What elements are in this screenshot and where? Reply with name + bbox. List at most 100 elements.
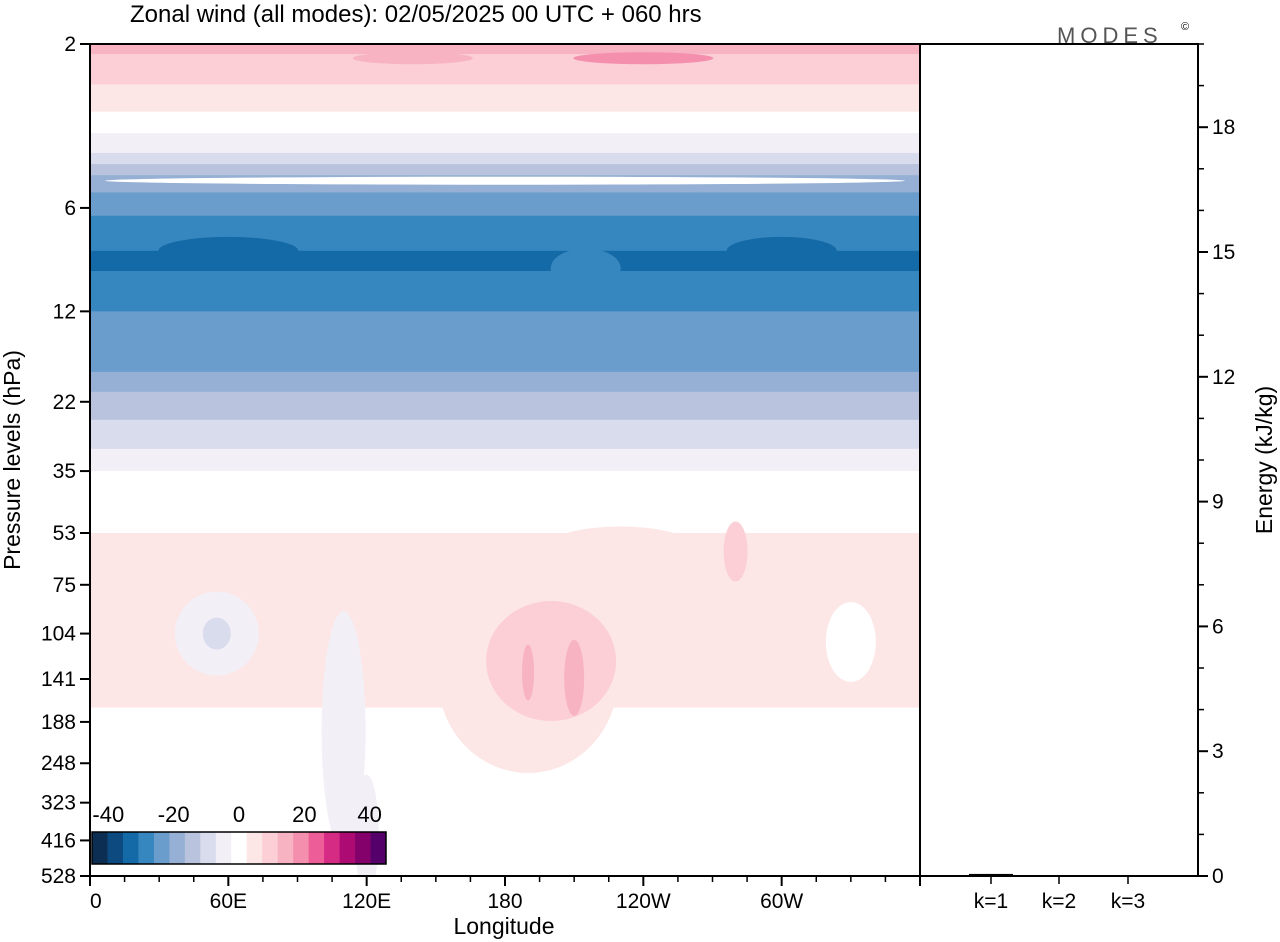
heatmap-feature [158,236,299,265]
heatmap-band [90,351,920,363]
colorbar-swatch [308,832,325,864]
colorbar-swatch [138,832,155,864]
y-tick-label: 416 [41,829,76,852]
heatmap-band [90,164,920,171]
y-tick-label: 528 [41,865,76,888]
y-tick-label: 141 [41,668,76,691]
x-tick-label: 60W [760,890,803,913]
energy-bar [1106,875,1150,877]
colorbar-swatch [92,832,108,864]
heatmap-feature [321,611,366,852]
energy-category-label: k=1 [974,890,1008,913]
colorbar-tick-label: 20 [292,802,316,827]
heatmap-feature [723,521,748,582]
heatmap-band [90,827,920,835]
heatmap-band [90,54,920,65]
heatmap-band [90,321,920,333]
copyright-mark: © [1181,21,1189,33]
heatmap-feature [564,639,585,716]
heatmap-band [90,789,920,797]
y-tick-label: 53 [53,522,76,545]
energy-category-label: k=3 [1111,890,1145,913]
heatmap-band [90,821,920,829]
colorbar-swatch [324,832,340,864]
heatmap-band [90,576,920,586]
heatmap-band [90,425,920,433]
colorbar-swatch [215,832,232,864]
heatmap-band [90,169,920,176]
energy-tick-label: 3 [1212,740,1224,763]
heatmap-band [90,301,920,312]
heatmap-band [90,125,920,134]
heatmap-band [90,443,920,450]
heatmap-band [90,361,920,373]
colorbar-tick-label: 40 [357,802,381,827]
heatmap-feature [486,601,617,722]
heatmap-band [90,396,920,403]
heatmap-band [90,204,920,217]
colorbar: -40 -20 0 20 40 [91,802,387,865]
energy-panel-frame [919,43,1199,877]
energy-y-axis: 0 3 6 9 12 15 18 [1198,43,1235,888]
y-tick-label: 2 [64,33,76,56]
heatmap-band [90,567,920,577]
heatmap-band [90,541,920,551]
energy-tick-label: 15 [1212,241,1235,264]
heatmap-band [90,44,920,55]
heatmap-band [90,769,920,777]
heatmap-band [90,532,920,543]
colorbar-swatch [370,832,387,864]
heatmap-band [90,481,920,493]
colorbar-swatch [153,832,170,864]
heatmap-band [90,407,920,415]
heatmap-band [90,776,920,784]
heatmap-band [90,152,920,160]
heatmap-band [90,215,920,229]
heatmap-feature [573,52,714,65]
colorbar-swatch [200,832,217,864]
colorbar-frame [91,831,387,865]
colorbar-swatch [277,832,294,864]
heatmap-feature [550,248,621,289]
energy-tick-label: 0 [1212,865,1224,888]
chart-title: Zonal wind (all modes): 02/05/2025 00 UT… [130,1,702,28]
heatmap-band [90,260,920,272]
x-tick-label: 0 [90,890,102,913]
heatmap-band [90,140,920,149]
heatmap-band [90,376,920,383]
heatmap-band [90,118,920,127]
heatmap-band [90,147,920,154]
colorbar-swatch [262,832,279,864]
heatmap-features [105,52,905,876]
heatmap-feature [202,617,231,650]
heatmap-band [90,558,920,569]
colorbar-swatch [231,832,248,864]
colorbar-swatch [293,832,310,864]
energy-bars: k=1 k=2 k=3 [969,873,1150,913]
energy-bar [969,873,1013,876]
energy-tick-label: 18 [1212,116,1235,139]
heatmap-band [90,341,920,353]
x-tick-label: 120E [342,890,391,913]
heatmap-band [90,74,920,85]
heatmap-band [90,834,920,842]
heatmap-band [90,858,920,865]
colorbar-tick-label: 0 [233,802,245,827]
energy-category-label: k=2 [1042,890,1076,913]
heatmap-band [90,133,920,141]
heatmap-band [90,413,920,421]
heatmap-feature [352,52,473,65]
energy-bar [1037,875,1081,877]
heatmap-band [90,192,920,205]
heatmap-band [90,94,920,106]
heatmap-feature [726,236,837,265]
heatmap-band [90,802,920,810]
heatmap-band [90,331,920,343]
heatmap-band [90,419,920,427]
heatmap-band [90,448,920,456]
heatmap-band [90,401,920,409]
colorbar-swatch [122,832,139,864]
colorbar-swatch [246,832,263,864]
heatmap-band [90,111,920,120]
